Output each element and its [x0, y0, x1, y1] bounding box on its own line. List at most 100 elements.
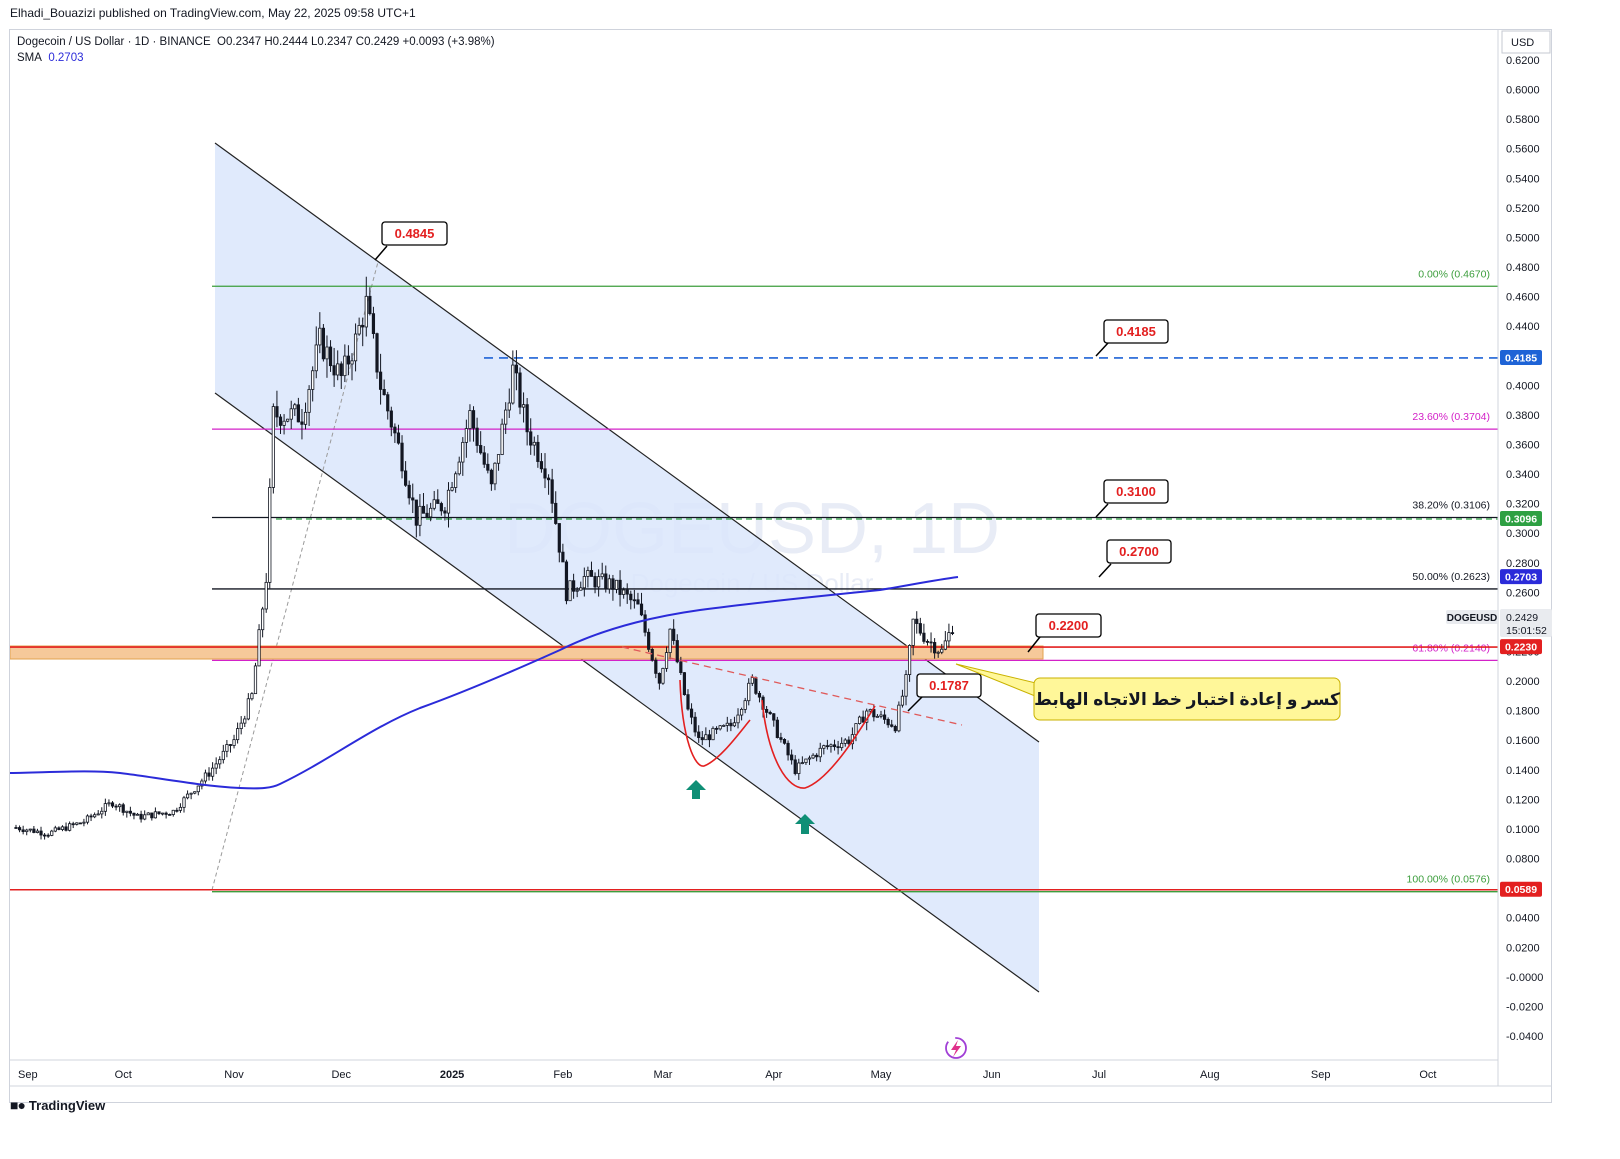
candle-body[interactable] [264, 581, 268, 610]
candle-body[interactable] [732, 722, 737, 727]
candle-body[interactable] [32, 828, 36, 833]
candle-body[interactable] [675, 640, 679, 663]
candle-body[interactable] [811, 754, 815, 759]
candle-body[interactable] [611, 578, 615, 590]
candle-body[interactable] [904, 674, 908, 697]
candle-body[interactable] [600, 573, 604, 578]
candle-body[interactable] [128, 810, 132, 814]
candle-body[interactable] [68, 823, 72, 831]
candle-body[interactable] [386, 394, 390, 412]
candle-body[interactable] [747, 682, 751, 702]
candle-body[interactable] [85, 815, 90, 823]
candle-body[interactable] [940, 648, 944, 653]
candle-body[interactable] [168, 814, 172, 816]
candle-body[interactable] [807, 757, 812, 760]
candle-body[interactable] [125, 810, 129, 813]
candle-body[interactable] [332, 365, 336, 376]
candle-body[interactable] [546, 477, 551, 481]
candle-body[interactable] [847, 739, 851, 745]
candle-body[interactable] [236, 728, 240, 741]
candle-body[interactable] [139, 813, 143, 820]
candle-body[interactable] [929, 641, 933, 644]
candle-body[interactable] [729, 722, 733, 727]
candle-body[interactable] [840, 742, 844, 749]
candle-body[interactable] [339, 363, 343, 377]
candle-body[interactable] [53, 827, 57, 832]
candle-body[interactable] [907, 645, 912, 675]
candle-body[interactable] [82, 821, 86, 824]
candle-body[interactable] [439, 503, 443, 512]
candle-body[interactable] [586, 570, 590, 577]
candle-body[interactable] [636, 599, 640, 605]
candle-body[interactable] [321, 327, 325, 360]
candle-body[interactable] [679, 661, 683, 674]
candle-body[interactable] [454, 473, 458, 488]
candle-body[interactable] [311, 370, 315, 390]
candle-body[interactable] [822, 745, 826, 749]
time-axis[interactable]: Sep Oct Nov Dec 2025 Feb Mar Apr May Jun Jul Aug Sep… [18, 1069, 1436, 1081]
candle-body[interactable] [629, 593, 633, 601]
candle-body[interactable] [257, 629, 261, 667]
candle-body[interactable] [436, 499, 440, 504]
candle-body[interactable] [214, 763, 218, 769]
candle-body[interactable] [922, 632, 926, 642]
candle-body[interactable] [861, 716, 865, 723]
candle-body[interactable] [396, 432, 401, 444]
candle-body[interactable] [207, 772, 211, 777]
candle-body[interactable] [446, 489, 451, 514]
tradingview-branding[interactable]: ■● TradingView [10, 1097, 105, 1113]
candle-body[interactable] [918, 623, 922, 634]
candle-body[interactable] [886, 719, 890, 726]
candle-body[interactable] [893, 725, 897, 732]
candle-body[interactable] [765, 708, 769, 713]
candle-body[interactable] [504, 409, 508, 425]
candle-body[interactable] [768, 711, 772, 715]
candle-body[interactable] [597, 576, 601, 588]
candle-body[interactable] [857, 716, 862, 724]
candle-body[interactable] [657, 672, 661, 684]
candle-body[interactable] [511, 364, 515, 404]
candle-body[interactable] [464, 428, 468, 443]
annotation-0-1787[interactable]: 0.1787 [907, 673, 982, 712]
candle-body[interactable] [118, 804, 122, 808]
candle-body[interactable] [682, 672, 687, 696]
candle-body[interactable] [575, 589, 579, 592]
candle-body[interactable] [639, 603, 644, 616]
channel-upper-line[interactable] [214, 142, 1040, 743]
candle-body[interactable] [618, 579, 622, 595]
candle-body[interactable] [572, 580, 576, 592]
candle-body[interactable] [632, 599, 636, 602]
candle-body[interactable] [314, 344, 318, 372]
candle-body[interactable] [189, 792, 193, 795]
candle-body[interactable] [328, 346, 333, 367]
candle-body[interactable] [882, 714, 887, 720]
candle-body[interactable] [389, 410, 393, 428]
candle-body[interactable] [507, 402, 511, 411]
candle-body[interactable] [110, 802, 115, 807]
candle-body[interactable] [604, 573, 608, 590]
candle-body[interactable] [282, 420, 286, 426]
candle-body[interactable] [378, 371, 383, 390]
candle-body[interactable] [414, 499, 418, 526]
candle-body[interactable] [261, 608, 265, 631]
candle-body[interactable] [278, 416, 283, 426]
legend-sma-label[interactable]: SMA [17, 52, 42, 64]
candle-body[interactable] [50, 830, 54, 836]
candle-body[interactable] [89, 815, 93, 818]
candle-body[interactable] [539, 461, 544, 470]
lightning-icon[interactable] [945, 1037, 967, 1059]
candle-body[interactable] [582, 576, 586, 589]
candle-body[interactable] [96, 813, 100, 816]
candle-body[interactable] [361, 325, 365, 328]
candle-body[interactable] [622, 589, 626, 595]
candle-body[interactable] [57, 827, 61, 830]
candle-body[interactable] [815, 754, 819, 758]
candle-body[interactable] [175, 809, 179, 812]
candle-body[interactable] [925, 640, 930, 643]
candle-body[interactable] [593, 576, 597, 588]
candle-body[interactable] [529, 431, 533, 446]
candle-body[interactable] [318, 327, 322, 346]
candle-body[interactable] [14, 827, 18, 829]
candle-body[interactable] [78, 822, 82, 825]
candle-body[interactable] [364, 295, 368, 328]
